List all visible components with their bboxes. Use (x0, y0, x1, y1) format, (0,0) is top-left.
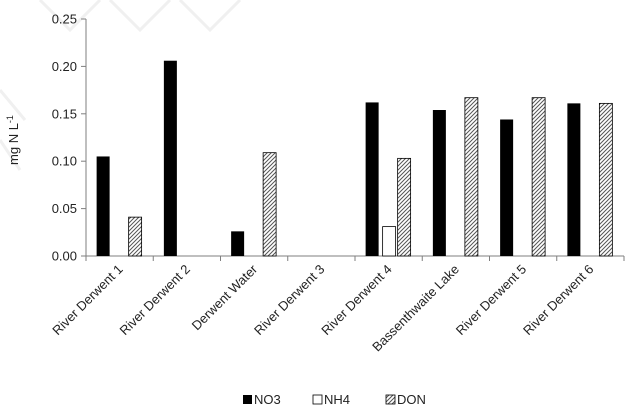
bars (96, 60, 613, 257)
bar-no3 (365, 102, 379, 256)
bar-don (531, 97, 546, 257)
bar-don (598, 102, 613, 257)
bar-don (128, 216, 143, 257)
y-tick-label: 0.20 (52, 59, 77, 74)
x-category-label: River Derwent 2 (116, 262, 193, 339)
bar-no3 (231, 231, 245, 256)
x-category-label: River Derwent 6 (520, 262, 597, 339)
x-category-label: River Derwent 5 (453, 262, 530, 339)
y-axis-title-superscript: -1 (5, 115, 15, 123)
bar-don (397, 157, 412, 257)
legend-swatch-nh4 (312, 394, 323, 405)
y-tick-label: 0.10 (52, 154, 77, 169)
bar-nh4 (382, 226, 397, 257)
legend: NO3 NH4 DON (243, 392, 426, 407)
bar-no3 (432, 110, 446, 257)
y-axis-title-text: mg N L (6, 123, 21, 165)
legend-swatch-no3 (243, 395, 252, 404)
y-axis: 0.00 0.05 0.10 0.15 0.20 0.25 (52, 12, 87, 264)
y-tick-label: 0.15 (52, 106, 77, 121)
y-tick-label: 0.25 (52, 12, 77, 27)
x-category-label: River Derwent 3 (251, 262, 328, 339)
y-axis-title: mg N L-1 (5, 115, 21, 165)
x-category-label: River Derwent 4 (318, 262, 395, 339)
bar-don (262, 152, 277, 257)
legend-label-don: DON (397, 392, 426, 407)
x-category-label: River Derwent 1 (49, 262, 126, 339)
y-tick-label: 0.05 (52, 201, 77, 216)
bar-no3 (500, 119, 514, 256)
x-category-label: Derwent Water (189, 261, 261, 333)
bar-no3 (96, 156, 110, 256)
bar-no3 (163, 60, 177, 256)
legend-swatch-don (385, 394, 396, 405)
watermark (0, 0, 242, 171)
y-tick-label: 0.00 (52, 249, 77, 264)
legend-label-nh4: NH4 (324, 392, 350, 407)
bar-no3 (567, 103, 581, 256)
bar-don (464, 97, 479, 257)
legend-label-no3: NO3 (254, 392, 281, 407)
